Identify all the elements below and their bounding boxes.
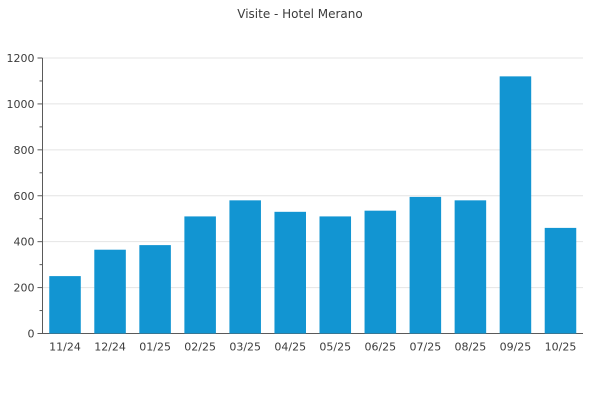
chart-title: Visite - Hotel Merano	[237, 7, 363, 21]
bar-02-25	[184, 216, 216, 334]
x-tick-label-06-25: 06/25	[364, 341, 396, 354]
bar-06-25	[364, 210, 397, 334]
x-tick-label-02-25: 02/25	[184, 341, 216, 354]
bar-10-25	[544, 227, 577, 334]
y-tick-label-800: 800	[14, 144, 35, 157]
bar-04-25	[274, 211, 306, 334]
y-tick-label-1000: 1000	[7, 98, 35, 111]
y-tick-label-0: 0	[28, 328, 35, 341]
bar-03-25	[229, 200, 261, 334]
y-tick-label-600: 600	[14, 190, 35, 203]
x-tick-label-12-24: 12/24	[94, 341, 126, 354]
x-tick-label-07-25: 07/25	[410, 341, 442, 354]
x-tick-label-04-25: 04/25	[274, 341, 306, 354]
bar-11-24	[49, 276, 81, 334]
bar-08-25	[454, 200, 487, 334]
x-tick-label-03-25: 03/25	[229, 341, 261, 354]
y-tick-label-200: 200	[14, 282, 35, 295]
x-tick-label-05-25: 05/25	[319, 341, 351, 354]
bar-12-24	[94, 249, 126, 334]
x-tick-label-01-25: 01/25	[139, 341, 171, 354]
bar-05-25	[319, 216, 352, 334]
bar-01-25	[139, 245, 171, 334]
x-tick-label-08-25: 08/25	[455, 341, 487, 354]
x-tick-label-10-25: 10/25	[545, 341, 577, 354]
bar-07-25	[409, 196, 442, 334]
y-tick-label-1200: 1200	[7, 52, 35, 65]
y-tick-label-400: 400	[14, 236, 35, 249]
x-tick-label-09-25: 09/25	[500, 341, 532, 354]
x-tick-label-11-24: 11/24	[49, 341, 81, 354]
bar-09-25	[499, 76, 532, 334]
